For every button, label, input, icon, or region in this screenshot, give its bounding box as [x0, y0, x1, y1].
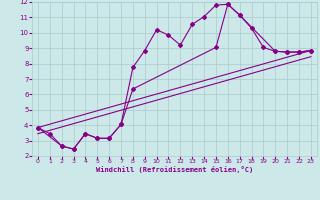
- X-axis label: Windchill (Refroidissement éolien,°C): Windchill (Refroidissement éolien,°C): [96, 166, 253, 173]
